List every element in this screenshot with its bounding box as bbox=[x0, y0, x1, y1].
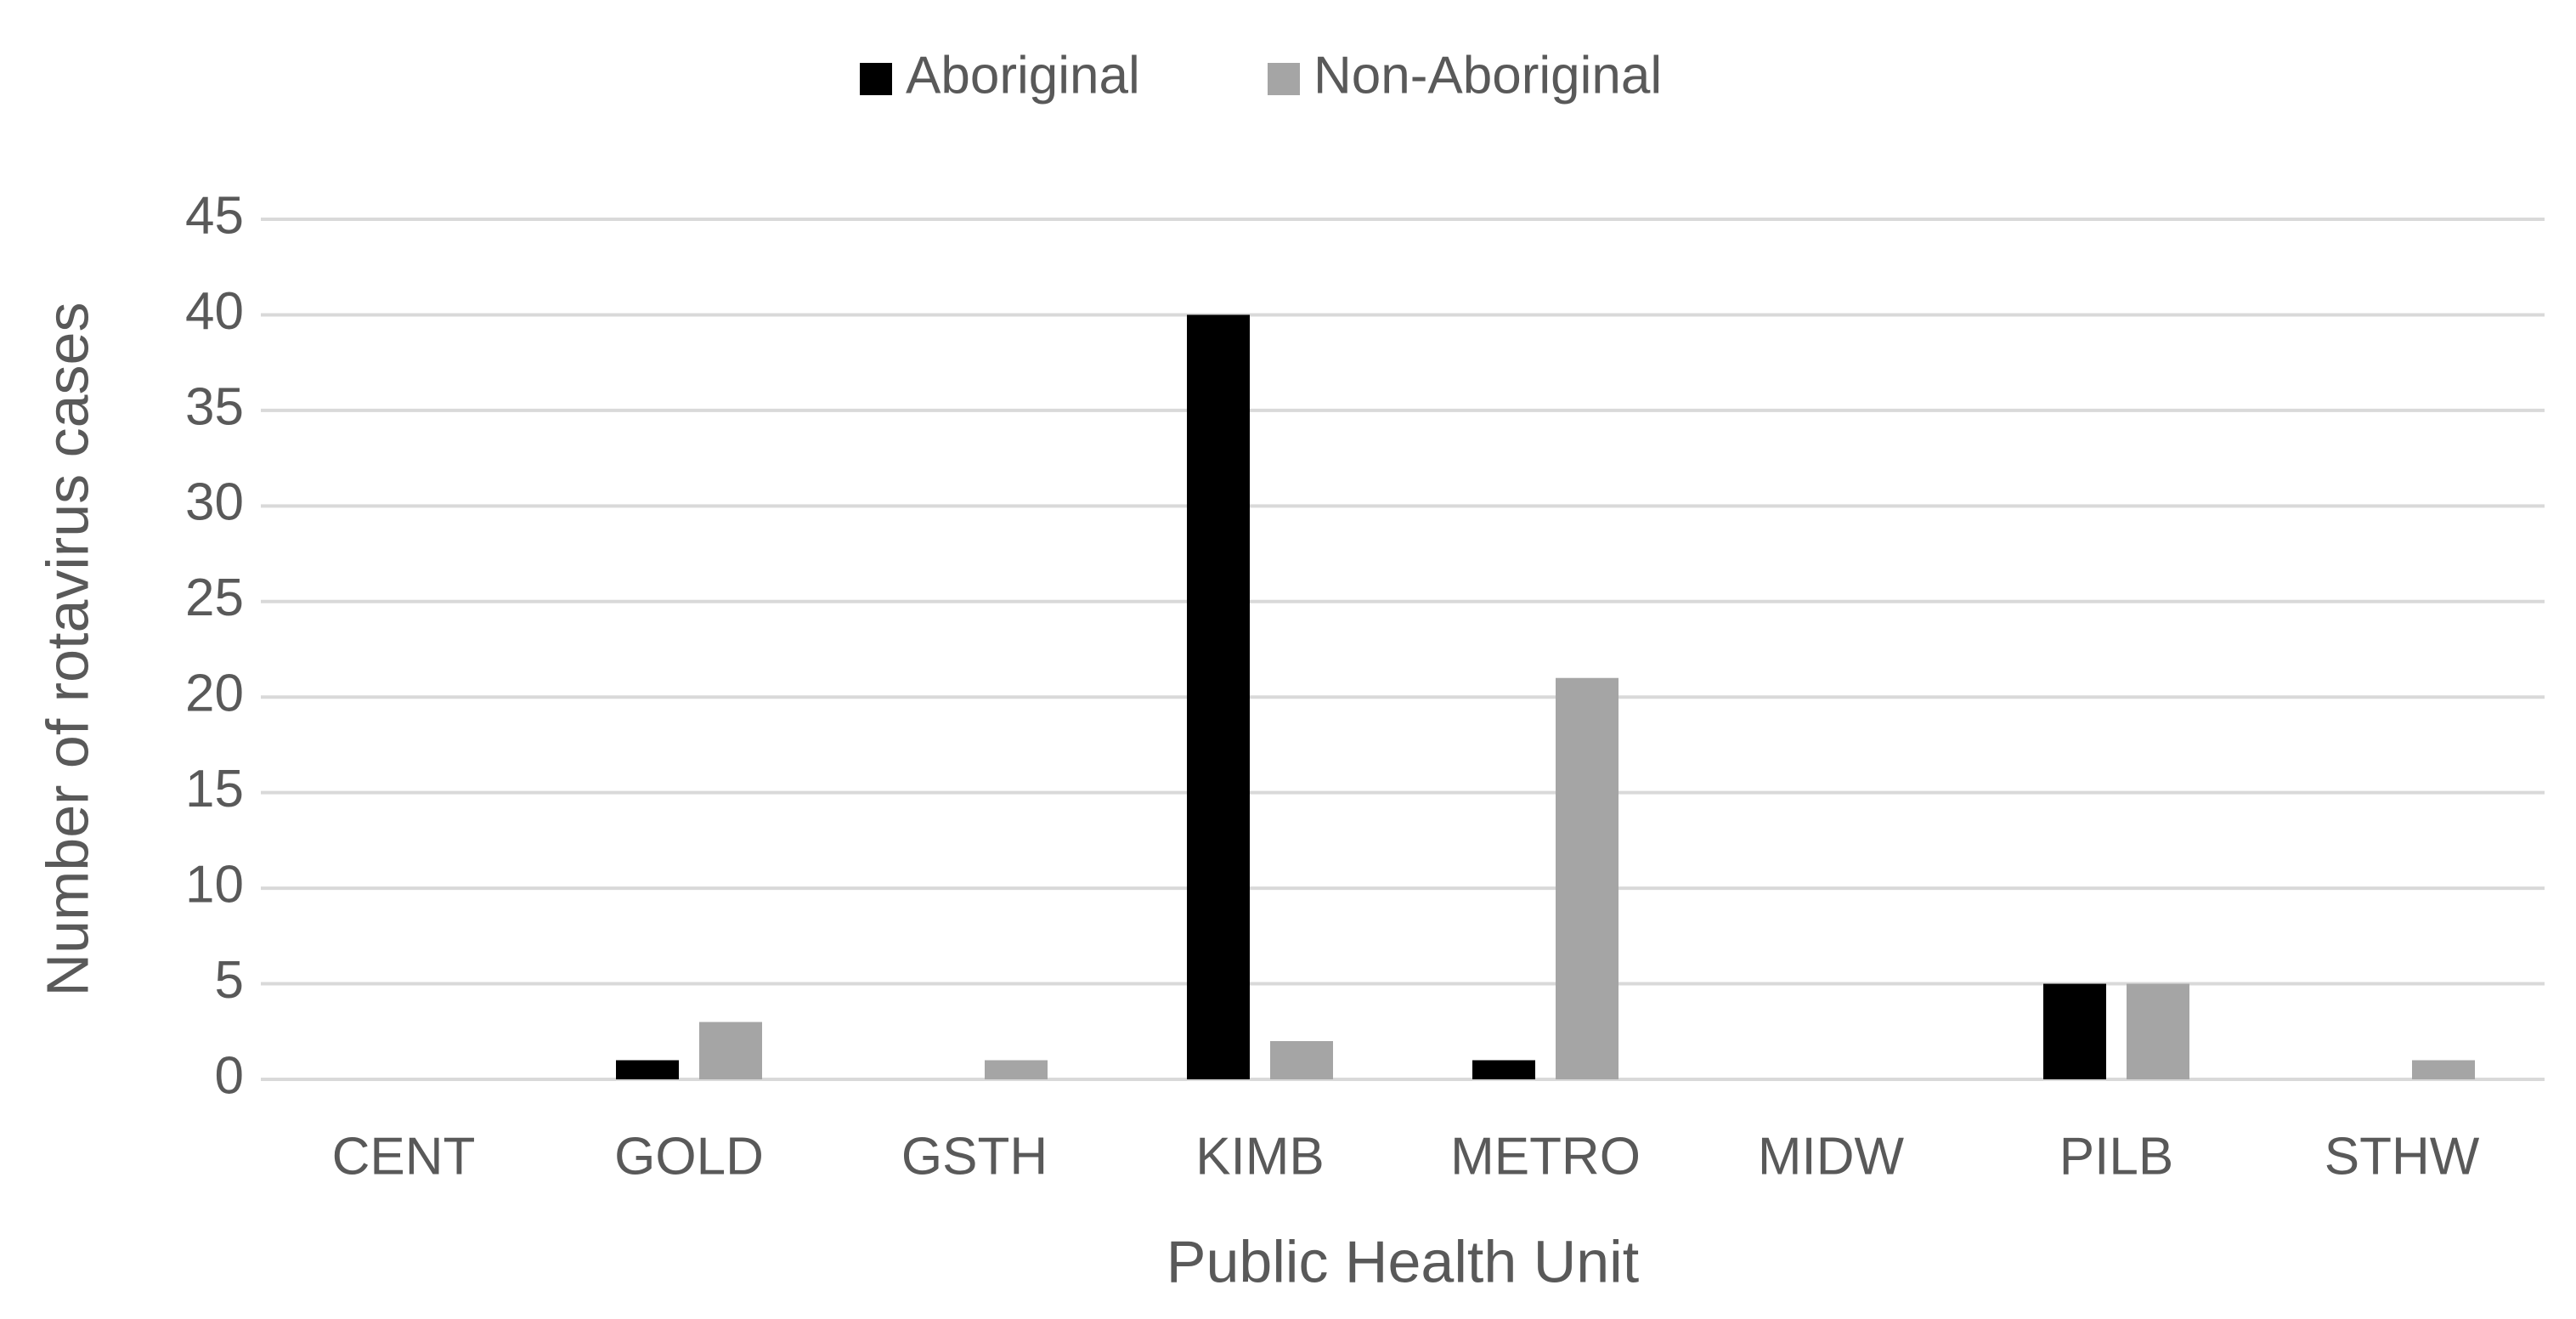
x-axis-title: Public Health Unit bbox=[1167, 1228, 1639, 1294]
y-tick-label: 20 bbox=[185, 665, 244, 723]
y-tick-label: 25 bbox=[185, 569, 244, 627]
y-tick-label: 15 bbox=[185, 760, 244, 818]
y-tick-label: 10 bbox=[185, 855, 244, 914]
legend-swatch bbox=[860, 63, 892, 95]
legend-swatch bbox=[1268, 63, 1300, 95]
x-tick-label: PILB bbox=[2059, 1127, 2173, 1186]
x-tick-label: GSTH bbox=[901, 1127, 1048, 1186]
bar bbox=[2043, 983, 2106, 1079]
x-tick-label: MIDW bbox=[1758, 1127, 1905, 1186]
bar bbox=[2412, 1060, 2475, 1079]
bar bbox=[1270, 1041, 1333, 1079]
x-tick-label: STHW bbox=[2325, 1127, 2480, 1186]
y-tick-label: 30 bbox=[185, 473, 244, 532]
bar bbox=[985, 1060, 1048, 1079]
y-tick-label: 40 bbox=[185, 282, 244, 341]
bar bbox=[2127, 983, 2189, 1079]
bar bbox=[1472, 1060, 1535, 1079]
y-tick-label: 35 bbox=[185, 377, 244, 436]
x-tick-label: KIMB bbox=[1195, 1127, 1325, 1186]
y-tick-label: 45 bbox=[185, 186, 244, 245]
legend-label: Aboriginal bbox=[906, 46, 1140, 105]
bar bbox=[1556, 677, 1618, 1079]
bar bbox=[699, 1022, 762, 1079]
legend-label: Non-Aboriginal bbox=[1313, 46, 1662, 105]
y-tick-label: 0 bbox=[215, 1046, 244, 1105]
y-tick-label: 5 bbox=[215, 951, 244, 1010]
x-tick-label: CENT bbox=[332, 1127, 476, 1186]
x-tick-label: GOLD bbox=[614, 1127, 764, 1186]
bar bbox=[616, 1060, 679, 1079]
y-axis-title: Number of rotavirus cases bbox=[34, 303, 100, 997]
x-tick-label: METRO bbox=[1450, 1127, 1641, 1186]
bar bbox=[1187, 314, 1250, 1079]
